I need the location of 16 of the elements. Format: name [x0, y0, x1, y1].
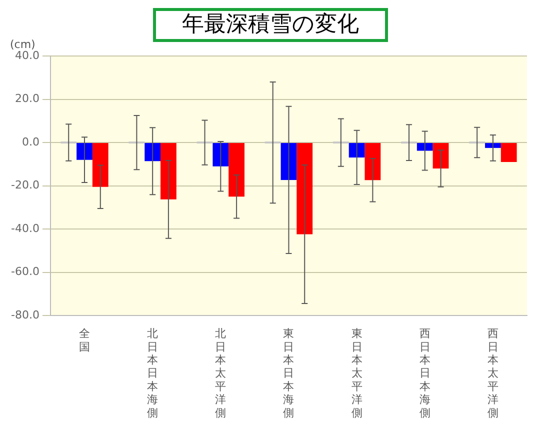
x-tick-label: 東日本太平洋側 [351, 327, 362, 420]
x-tick-label: 西日本太平洋側 [487, 327, 498, 420]
x-tick-label: 東日本日本海側 [283, 327, 294, 420]
x-tick-label: 全国 [79, 327, 90, 354]
y-tick-label: -20.0 [10, 178, 40, 192]
y-axis-title: (cm) [10, 38, 36, 51]
x-tick-label: 西日本日本海側 [419, 327, 430, 420]
y-tick-label: 20.0 [14, 92, 40, 106]
x-tick-label: 北日本太平洋側 [215, 327, 226, 420]
y-tick-label: -40.0 [10, 222, 40, 235]
y-tick-label: -60.0 [10, 265, 40, 278]
y-tick-label: 0.0 [22, 135, 40, 148]
chart-title: 年最深積雪の変化 [153, 8, 388, 42]
y-tick-label: 40.0 [14, 48, 40, 62]
y-tick-label: -80.0 [10, 308, 40, 322]
x-tick-label: 北日本日本海側 [147, 327, 158, 420]
